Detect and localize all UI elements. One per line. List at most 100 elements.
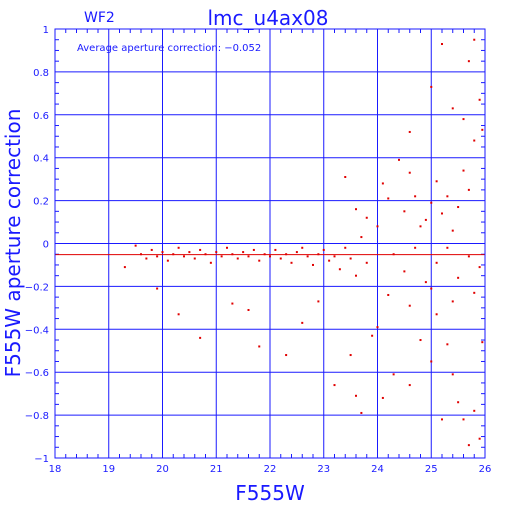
data-point: [145, 257, 148, 260]
data-point: [317, 253, 320, 256]
data-point: [209, 261, 212, 264]
data-point: [467, 188, 470, 191]
data-point: [333, 255, 336, 258]
data-point: [247, 255, 250, 258]
data-point: [446, 343, 449, 346]
data-point: [215, 251, 218, 254]
data-point: [467, 444, 470, 447]
y-tick-label: 0: [43, 240, 49, 251]
data-point: [462, 118, 465, 121]
plot-frame: [54, 28, 486, 459]
data-point: [355, 394, 357, 397]
data-point: [263, 253, 266, 256]
data-point: [430, 201, 433, 204]
data-point: [398, 158, 400, 161]
data-point: [183, 255, 185, 258]
data-point: [430, 360, 433, 363]
data-point: [451, 300, 454, 303]
data-point: [408, 171, 411, 174]
data-point: [150, 248, 153, 251]
x-tick-label: 24: [371, 464, 384, 475]
x-tick-labels: 18 19 20 21 22 23 24 25 26: [49, 464, 492, 475]
x-tick-label: 23: [317, 464, 330, 475]
data-point: [419, 339, 422, 342]
data-point: [322, 248, 325, 251]
x-tick-label: 25: [425, 464, 438, 475]
data-point: [355, 208, 357, 211]
y-tick-label: 0.8: [33, 68, 49, 79]
data-point: [441, 43, 443, 46]
data-point: [188, 251, 191, 254]
y-tick-label: −0.6: [25, 368, 49, 379]
x-tick-label: 22: [264, 464, 277, 475]
data-point: [258, 259, 261, 262]
data-point: [123, 266, 126, 269]
data-point: [177, 246, 180, 249]
data-point: [376, 225, 379, 228]
data-point: [414, 195, 417, 198]
data-point: [446, 246, 449, 249]
data-point: [478, 98, 481, 101]
y-tick-label: 1: [43, 25, 49, 36]
x-tick-label: 26: [479, 464, 492, 475]
data-point: [462, 418, 465, 421]
data-point: [242, 251, 245, 254]
data-point: [349, 257, 352, 260]
data-point: [473, 291, 476, 294]
x-tick-label: 21: [210, 464, 223, 475]
data-point: [156, 255, 159, 258]
data-point: [481, 341, 484, 344]
data-point: [365, 261, 368, 264]
data-point: [344, 176, 347, 179]
data-point: [467, 60, 470, 63]
data-point: [172, 253, 175, 256]
data-point: [279, 257, 282, 260]
data-point: [387, 293, 390, 296]
data-point: [403, 210, 406, 213]
grid-lines: [54, 28, 486, 459]
data-point: [408, 130, 411, 133]
data-point: [312, 263, 314, 266]
data-point: [193, 257, 196, 260]
data-point: [252, 248, 255, 251]
data-point: [166, 259, 169, 262]
data-point: [392, 253, 395, 256]
data-point: [333, 384, 336, 387]
y-tick-label: −0.2: [25, 282, 49, 293]
data-point: [156, 287, 159, 290]
data-point: [360, 411, 363, 414]
data-point: [236, 257, 239, 260]
data-point: [199, 248, 202, 251]
y-tick-label: 0.4: [33, 154, 49, 165]
chart-title: lmc_u4ax08: [208, 6, 329, 30]
data-point: [365, 216, 368, 219]
data-point: [424, 281, 427, 284]
data-point: [457, 276, 460, 279]
data-point: [462, 169, 465, 172]
data-point: [376, 326, 379, 329]
data-point: [161, 251, 164, 254]
data-point: [451, 373, 454, 376]
data-point: [381, 396, 384, 399]
data-point: [457, 206, 460, 209]
data-point: [435, 313, 438, 316]
data-point: [226, 246, 228, 249]
data-point: [435, 180, 438, 183]
data-point: [134, 244, 137, 247]
data-point: [381, 182, 384, 185]
data-point: [457, 401, 460, 404]
data-point: [408, 384, 411, 387]
data-point: [392, 373, 395, 376]
data-point: [349, 354, 352, 357]
y-tick-labels: −1 −0.8 −0.6 −0.4 −0.2 0 0.2 0.4 0.6 0.8 1: [25, 25, 49, 465]
data-point: [355, 274, 357, 277]
data-point: [274, 248, 277, 251]
data-point: [473, 139, 476, 142]
data-point: [467, 255, 470, 258]
data-point: [199, 336, 202, 339]
data-point: [473, 38, 476, 41]
data-point: [285, 354, 288, 357]
data-point: [328, 259, 331, 262]
data-point: [478, 437, 481, 440]
